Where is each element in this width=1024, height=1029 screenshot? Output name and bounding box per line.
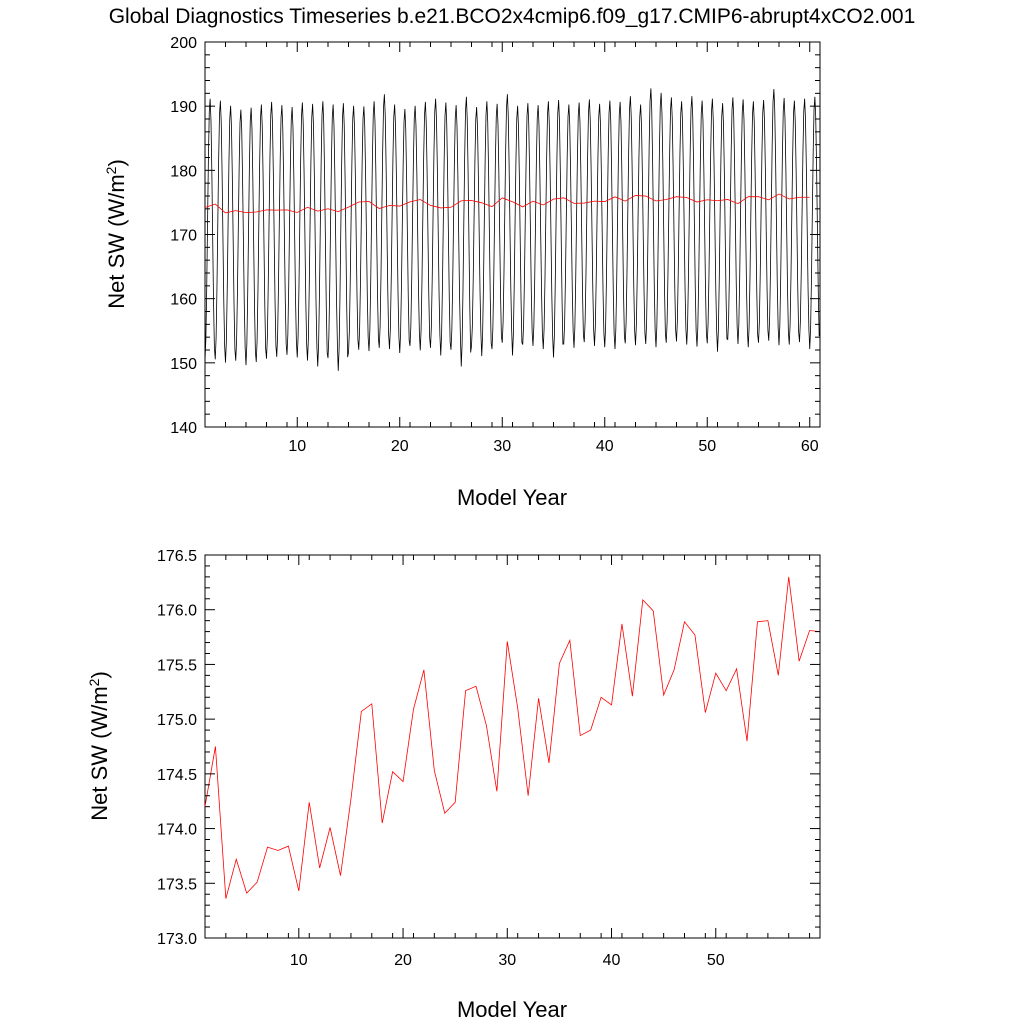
bottom-chart-y-tick-label: 174.5 [157, 767, 197, 784]
top-chart-x-tick-label: 60 [801, 438, 819, 455]
top-chart-y-tick-label: 190 [170, 99, 197, 116]
top-chart-series-1-line [204, 193, 810, 214]
bottom-chart-panel: 173.0 173.5 174.0 174.5 175.0 175.5 176.0 176.5… [86, 548, 821, 1022]
page-title: Global Diagnostics Timeseries b.e21.BCO2… [109, 5, 916, 28]
top-chart-x-tick-label: 20 [391, 438, 409, 455]
bottom-chart-y-tick-label: 173.5 [157, 876, 197, 893]
top-chart-y-tick-label: 200 [170, 35, 197, 52]
top-chart-y-tick-label: 170 [170, 228, 197, 245]
bottom-chart-x-tick-label: 50 [707, 952, 725, 969]
top-chart-x-tick-label: 10 [288, 438, 306, 455]
top-chart-x-tick-label: 30 [493, 438, 511, 455]
bottom-chart-y-tick-label: 176.0 [157, 603, 197, 620]
top-chart-x-tick-label: 50 [698, 438, 716, 455]
bottom-chart-y-tick-label: 175.0 [157, 712, 197, 729]
bottom-chart-y-tick-label: 176.5 [157, 548, 197, 565]
bottom-chart-y-tick-label: 174.0 [157, 822, 197, 839]
bottom-chart-ticks: 173.0 173.5 174.0 174.5 175.0 175.5 176.0 176.5… [157, 548, 820, 969]
top-chart-y-tick-label: 150 [170, 356, 197, 373]
top-chart-panel: 140 150 160 170 180 190 200 10 20 30 40 50 60 Model … [103, 35, 821, 510]
top-chart-y-tick-label: 140 [170, 420, 197, 437]
bottom-chart-x-tick-label: 10 [290, 952, 308, 969]
bottom-chart-x-tick-label: 40 [603, 952, 621, 969]
bottom-chart-x-tick-label: 20 [394, 952, 412, 969]
bottom-chart-series-0-line [204, 576, 821, 899]
top-chart-y-axis-label: Net SW (W/m2) [103, 159, 129, 309]
top-chart-y-tick-label: 180 [170, 163, 197, 180]
bottom-chart-y-axis-label: Net SW (W/m2) [86, 671, 112, 821]
bottom-chart-x-axis-label: Model Year [457, 997, 567, 1022]
top-chart-x-tick-label: 40 [596, 438, 614, 455]
bottom-chart-marks [204, 576, 821, 899]
top-chart-y-tick-label: 160 [170, 292, 197, 309]
top-chart-frame [204, 41, 821, 428]
bottom-chart-y-tick-label: 175.5 [157, 657, 197, 674]
bottom-chart-frame [204, 554, 821, 939]
top-chart-x-axis-label: Model Year [457, 485, 567, 510]
top-chart-ticks: 140 150 160 170 180 190 200 10 20 30 40 50 60 [170, 35, 821, 455]
top-chart-series-0-line [204, 88, 820, 371]
top-chart-marks [204, 88, 820, 371]
bottom-chart-x-tick-label: 30 [498, 952, 516, 969]
bottom-chart-y-tick-label: 173.0 [157, 931, 197, 948]
